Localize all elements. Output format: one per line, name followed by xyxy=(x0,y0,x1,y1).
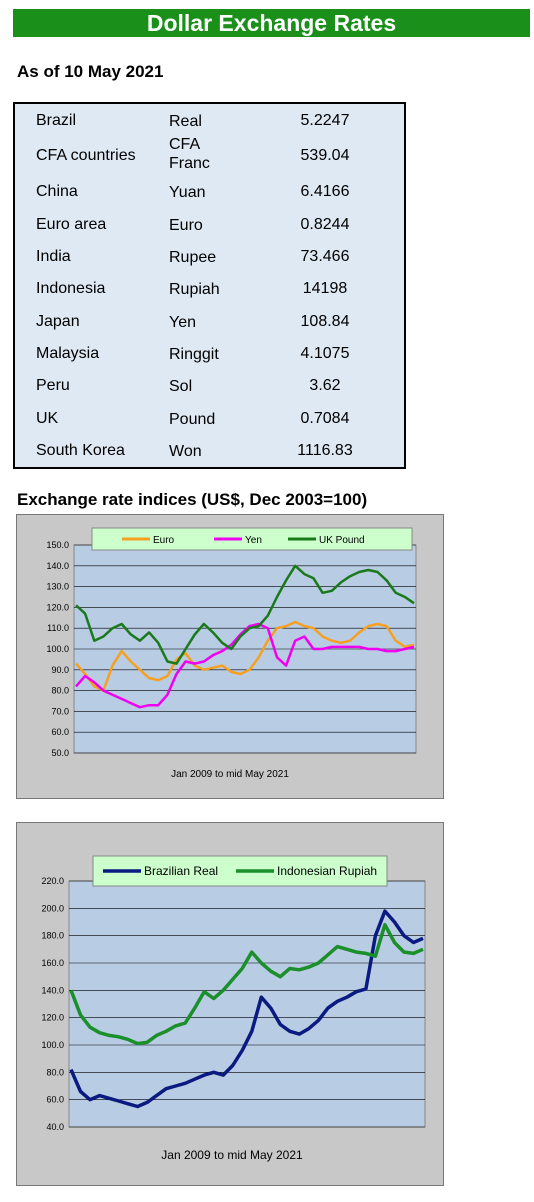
chart-frame-brl-idr: 220.0 200.0 180.0 160.0 140.0 120.0 100.0 80.0 6… xyxy=(16,822,444,1186)
y-tick-label: 160.0 xyxy=(41,958,64,968)
currency-name: Euro xyxy=(169,217,203,234)
y-tick-label: 110.0 xyxy=(47,623,69,633)
y-tick-label: 60.0 xyxy=(51,727,69,737)
currency-name: Yen xyxy=(169,314,196,331)
rate-value: 539.04 xyxy=(300,147,350,164)
series-line-yen xyxy=(75,622,415,709)
y-tick-label: 140.0 xyxy=(41,985,64,995)
rate-value: 1116.83 xyxy=(297,442,353,459)
rate-value: 108.84 xyxy=(300,313,350,330)
rate-value: 73.466 xyxy=(300,248,350,265)
exchange-rates-table: Brazil Real 5.2247 CFA countries CFA Franc 53… xyxy=(13,102,406,469)
y-tick-label: 60.0 xyxy=(46,1095,64,1105)
rate-value: 14198 xyxy=(302,280,348,297)
plot-area xyxy=(68,880,426,1128)
x-axis-label: Jan 2009 to mid May 2021 xyxy=(171,769,289,780)
rate-value: 4.1075 xyxy=(300,345,350,362)
currency-name: Pound xyxy=(169,411,216,428)
y-tick-label: 100.0 xyxy=(46,644,69,654)
currency-name: Yuan xyxy=(169,184,206,201)
y-tick-label: 80.0 xyxy=(46,1067,64,1077)
y-tick-label: 220.0 xyxy=(41,876,64,886)
legend-label: Indonesian Rupiah xyxy=(277,864,377,878)
x-axis-label: Jan 2009 to mid May 2021 xyxy=(161,1148,303,1162)
series-line-euro xyxy=(75,620,415,692)
series-line-indonesian-rupiah xyxy=(69,922,424,1046)
country-name: Japan xyxy=(36,313,80,330)
y-tick-label: 90.0 xyxy=(51,665,69,675)
y-tick-label: 100.0 xyxy=(41,1040,64,1050)
y-tick-label: 50.0 xyxy=(51,748,69,758)
country-name: CFA countries xyxy=(36,147,136,164)
currency-name: Sol xyxy=(169,378,193,395)
y-tick-label: 150.0 xyxy=(46,540,69,550)
legend-box xyxy=(91,527,413,551)
brl-idr-chart: 220.0 200.0 180.0 160.0 140.0 120.0 100.0 80.0 6… xyxy=(41,855,426,1162)
y-tick-label: 180.0 xyxy=(41,931,64,941)
y-tick-label: 70.0 xyxy=(51,706,69,716)
country-name: Euro area xyxy=(36,216,107,233)
currency-name: Won xyxy=(169,443,202,460)
currency-name: Ringgit xyxy=(169,346,219,363)
currency-name: Rupee xyxy=(169,249,217,266)
legend-label: UK Pound xyxy=(319,535,365,546)
section-title: Exchange rate indices (US$, Dec 2003=100… xyxy=(17,490,368,509)
rate-value: 6.4166 xyxy=(300,183,350,200)
currency-name: CFA Franc xyxy=(169,136,210,172)
country-name: India xyxy=(36,248,71,265)
page-title: Dollar Exchange Rates xyxy=(13,9,530,37)
y-tick-label: 130.0 xyxy=(46,582,69,592)
rate-value: 0.7084 xyxy=(300,410,350,427)
legend-label: Yen xyxy=(245,535,262,546)
y-tick-label: 120.0 xyxy=(46,602,69,612)
y-tick-label: 80.0 xyxy=(51,686,69,696)
currency-name: Real xyxy=(169,113,202,130)
country-name: Indonesia xyxy=(36,280,106,297)
rate-value: 5.2247 xyxy=(300,112,350,129)
series-line-uk-pound xyxy=(75,564,415,665)
series-line-brazilian-real xyxy=(69,909,424,1109)
as-of-date: As of 10 May 2021 xyxy=(17,62,164,81)
country-name: Malaysia xyxy=(36,345,100,362)
exchange-indices-chart: 150.0 140.0 130.0 120.0 110.0 100.0 90.0 80.0 70… xyxy=(46,527,417,780)
rate-value: 0.8244 xyxy=(300,216,350,233)
y-tick-label: 140.0 xyxy=(46,561,69,571)
rate-value: 3.62 xyxy=(309,377,341,394)
country-name: China xyxy=(36,183,78,200)
y-tick-label: 200.0 xyxy=(41,903,64,913)
country-name: Brazil xyxy=(36,112,77,129)
legend-label: Euro xyxy=(153,535,175,546)
country-name: UK xyxy=(36,410,59,427)
currency-name: Rupiah xyxy=(169,281,220,298)
y-tick-label: 40.0 xyxy=(46,1122,64,1132)
chart-frame-indices: 150.0 140.0 130.0 120.0 110.0 100.0 90.0 80.0 70… xyxy=(16,514,444,799)
country-name: South Korea xyxy=(36,442,125,459)
y-tick-label: 120.0 xyxy=(41,1013,64,1023)
legend-label: Brazilian Real xyxy=(144,864,218,878)
country-name: Peru xyxy=(36,377,70,394)
